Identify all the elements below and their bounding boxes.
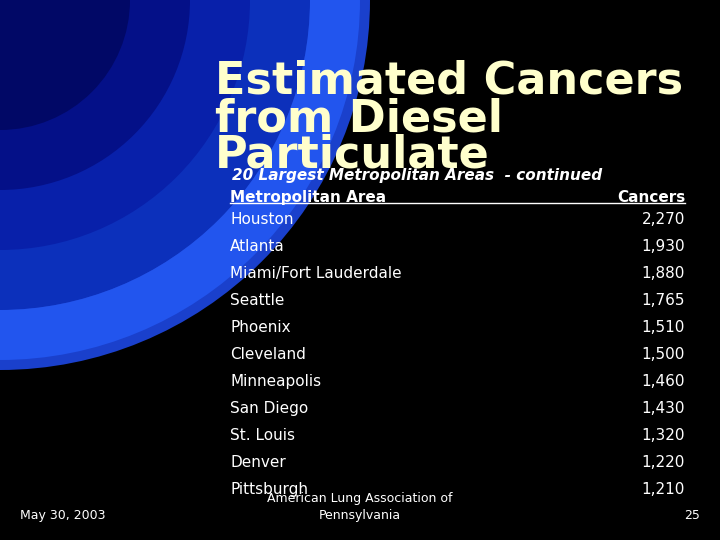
- Text: 1,210: 1,210: [642, 482, 685, 497]
- Text: Pittsburgh: Pittsburgh: [230, 482, 308, 497]
- Text: 25: 25: [684, 509, 700, 522]
- Text: 1,220: 1,220: [642, 455, 685, 470]
- Text: 1,930: 1,930: [642, 239, 685, 254]
- Text: 1,460: 1,460: [642, 374, 685, 389]
- Text: Minneapolis: Minneapolis: [230, 374, 321, 389]
- Text: Cancers: Cancers: [617, 190, 685, 205]
- Text: American Lung Association of
Pennsylvania: American Lung Association of Pennsylvani…: [267, 492, 453, 522]
- Wedge shape: [0, 0, 360, 360]
- Text: Particulate: Particulate: [215, 134, 490, 177]
- Text: Atlanta: Atlanta: [230, 239, 284, 254]
- Text: 1,430: 1,430: [642, 401, 685, 416]
- Text: Metropolitan Area: Metropolitan Area: [230, 190, 386, 205]
- Text: 2,270: 2,270: [642, 212, 685, 227]
- Wedge shape: [0, 0, 250, 250]
- Wedge shape: [0, 0, 130, 130]
- Text: 1,765: 1,765: [642, 293, 685, 308]
- Text: Estimated Cancers: Estimated Cancers: [215, 60, 683, 103]
- Text: from Diesel: from Diesel: [215, 97, 503, 140]
- Wedge shape: [0, 0, 190, 190]
- Text: Miami/Fort Lauderdale: Miami/Fort Lauderdale: [230, 266, 402, 281]
- Text: Houston: Houston: [230, 212, 294, 227]
- Wedge shape: [0, 0, 310, 310]
- Text: Seattle: Seattle: [230, 293, 284, 308]
- Text: May 30, 2003: May 30, 2003: [20, 509, 106, 522]
- Text: 1,510: 1,510: [642, 320, 685, 335]
- Text: Denver: Denver: [230, 455, 286, 470]
- Text: St. Louis: St. Louis: [230, 428, 295, 443]
- Text: 1,880: 1,880: [642, 266, 685, 281]
- Text: San Diego: San Diego: [230, 401, 308, 416]
- Text: Cleveland: Cleveland: [230, 347, 306, 362]
- Text: 1,500: 1,500: [642, 347, 685, 362]
- Wedge shape: [0, 0, 370, 370]
- Text: 1,320: 1,320: [642, 428, 685, 443]
- Text: Phoenix: Phoenix: [230, 320, 291, 335]
- Text: 20 Largest Metropolitan Areas  - continued: 20 Largest Metropolitan Areas - continue…: [232, 168, 602, 183]
